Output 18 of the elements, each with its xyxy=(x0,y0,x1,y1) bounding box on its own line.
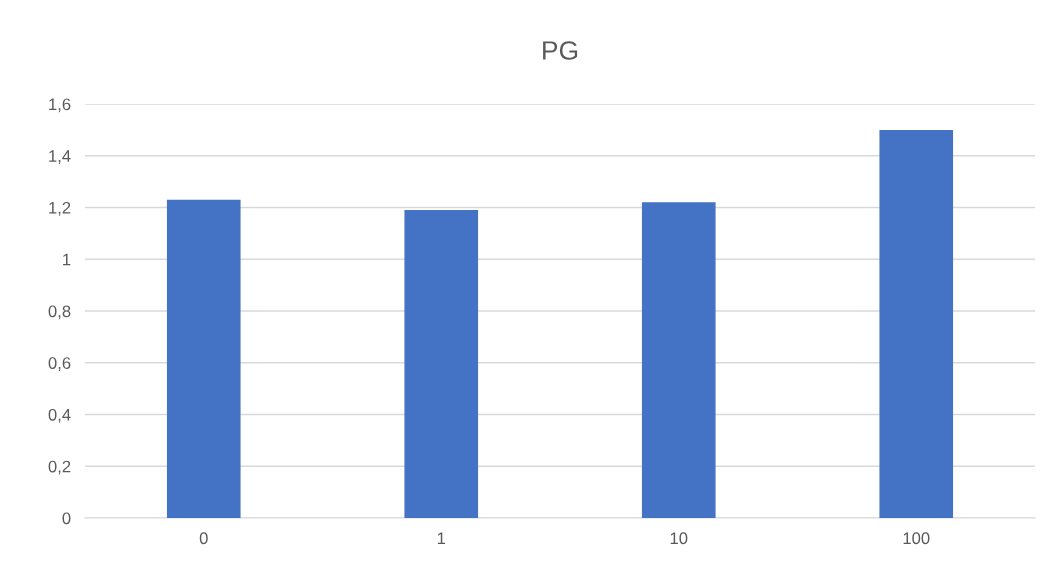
x-tick-label: 100 xyxy=(903,532,930,545)
x-tick-label: 0 xyxy=(199,532,208,545)
y-tick-label: 1,6 xyxy=(49,98,71,113)
bar xyxy=(879,129,954,518)
y-tick-label: 1,2 xyxy=(49,201,71,216)
y-tick-label: 1,4 xyxy=(49,150,71,164)
y-tick-label: 0,4 xyxy=(48,408,71,423)
bar xyxy=(641,202,716,518)
y-tick-label: 0,8 xyxy=(48,305,71,320)
y-tick-label: 0 xyxy=(62,512,71,525)
y-tick-label: 1 xyxy=(63,253,71,266)
x-tick-label: 1 xyxy=(437,532,446,544)
bar xyxy=(404,210,479,518)
bar xyxy=(166,199,241,518)
y-tick-label: 0,6 xyxy=(48,357,71,371)
x-tick-label: 10 xyxy=(670,532,688,545)
y-tick-label: 0,2 xyxy=(48,460,71,475)
chart-title: PG xyxy=(543,41,578,60)
